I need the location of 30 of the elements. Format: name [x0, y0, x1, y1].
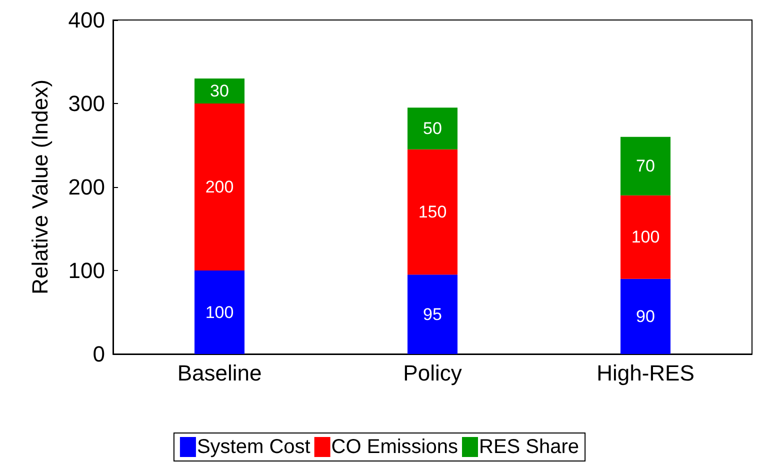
- bar: [620, 278, 670, 354]
- data-label: 100: [631, 228, 660, 247]
- x-tick-label: High-RES: [596, 360, 694, 386]
- bar: [194, 104, 244, 270]
- bar: [408, 274, 458, 354]
- data-label: 90: [636, 306, 655, 326]
- x-tick-label: Policy: [403, 360, 462, 386]
- bar: [408, 149, 458, 275]
- y-tick-label: 400: [68, 8, 105, 32]
- data-label: 70: [636, 156, 655, 176]
- y-tick-label: 200: [68, 174, 105, 200]
- data-label: 50: [423, 119, 442, 138]
- bar: [620, 136, 670, 196]
- bar: [194, 78, 244, 104]
- y-axis-title: Relative Value (Index): [28, 80, 52, 294]
- x-tick-label: Baseline: [177, 360, 262, 386]
- legend-label: System Cost: [196, 436, 311, 458]
- data-label: 95: [423, 304, 442, 324]
- bar: [620, 195, 670, 279]
- data-label: 150: [418, 202, 447, 222]
- y-tick-label: 300: [68, 91, 105, 116]
- y-tick-label: 100: [68, 258, 105, 283]
- data-label: 200: [205, 178, 234, 196]
- legend-label: RES Share: [479, 436, 580, 458]
- legend-label: CO Emissions: [331, 436, 458, 458]
- data-label: 100: [205, 302, 234, 322]
- data-label: 30: [210, 81, 229, 100]
- bar: [194, 270, 244, 354]
- y-tick-label: 0: [92, 342, 105, 366]
- bar: [408, 108, 458, 150]
